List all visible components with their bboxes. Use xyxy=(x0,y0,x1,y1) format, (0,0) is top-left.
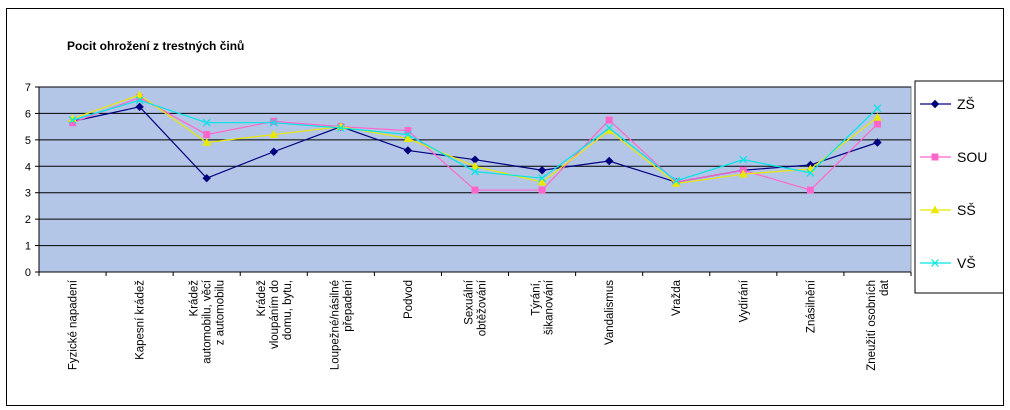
data-point xyxy=(672,176,681,185)
data-point xyxy=(873,104,882,113)
data-point xyxy=(806,168,815,177)
data-point xyxy=(806,186,814,194)
data-point xyxy=(269,118,278,127)
data-point xyxy=(931,153,939,161)
data-point xyxy=(202,173,211,183)
data-point xyxy=(873,120,881,128)
legend-item: SOU xyxy=(920,149,987,165)
data-point xyxy=(739,155,748,164)
series-layer xyxy=(68,90,882,194)
data-point xyxy=(738,169,748,178)
data-point xyxy=(537,177,547,186)
data-point xyxy=(930,99,940,109)
x-tick-label: Znásilnění xyxy=(805,279,817,333)
data-point xyxy=(470,161,480,170)
series-VŠ xyxy=(68,96,882,185)
data-point xyxy=(269,130,279,138)
x-axis: Fyzické napadení Kapesní krádež Krádežauto… xyxy=(38,272,912,371)
x-tick-label: Fyzické napadení xyxy=(68,279,80,370)
data-point xyxy=(404,127,412,135)
legend-label: ZŠ xyxy=(957,96,975,112)
x-tick-label: Vydírání xyxy=(738,279,750,322)
x-tick-label: Krádežautomobilu, věcíz automobilu xyxy=(189,279,227,364)
plot-area xyxy=(38,86,912,273)
data-point xyxy=(202,137,212,146)
data-point xyxy=(203,131,211,139)
legend-box xyxy=(914,80,1003,294)
data-point xyxy=(135,102,144,112)
legend-label: SOU xyxy=(957,149,987,165)
data-point xyxy=(403,146,413,155)
y-tick-label: 7 xyxy=(25,82,31,94)
data-point xyxy=(135,90,144,99)
x-tick-label: Podvod xyxy=(403,280,415,319)
data-point xyxy=(605,124,614,132)
x-tick-label: Vražda xyxy=(671,279,683,316)
y-tick-label: 3 xyxy=(25,188,31,200)
data-point xyxy=(538,186,546,194)
chart-frame: Pocit ohrožení z trestných činů 0 1 2 3 4 5 6 7… xyxy=(6,8,1004,406)
y-tick-label: 2 xyxy=(25,214,31,226)
data-point xyxy=(135,96,144,105)
legend: ZŠ SOU SŠ VŠ xyxy=(914,80,1003,294)
data-point xyxy=(604,156,614,166)
x-tick-label: Sexuálníobtěžování xyxy=(464,279,489,336)
x-tick-label: Týrání,šikanování xyxy=(531,279,556,335)
data-point xyxy=(269,147,278,156)
line-chart: Pocit ohrožení z trestných činů 0 1 2 3 4 5 6 7… xyxy=(25,39,1003,371)
data-point xyxy=(471,186,479,194)
data-point xyxy=(471,167,479,176)
legend-item: SŠ xyxy=(920,202,976,218)
legend-label: VŠ xyxy=(957,255,976,271)
legend-item: VŠ xyxy=(920,255,976,271)
y-tick-label: 0 xyxy=(25,267,31,279)
y-tick-label: 1 xyxy=(25,241,31,253)
legend-label: SŠ xyxy=(957,202,976,218)
data-point xyxy=(68,116,77,124)
y-tick-label: 5 xyxy=(25,135,31,147)
data-point xyxy=(537,166,547,175)
data-point xyxy=(403,134,413,142)
chart-title: Pocit ohrožení z trestných činů xyxy=(67,39,244,53)
legend-item: ZŠ xyxy=(920,96,975,112)
data-point xyxy=(930,205,940,214)
x-tick-label: Vandalismus xyxy=(604,280,616,345)
data-point xyxy=(403,130,412,139)
data-point xyxy=(336,124,345,132)
data-point xyxy=(873,112,882,121)
data-point xyxy=(605,116,613,124)
data-point xyxy=(270,117,278,125)
x-tick-label: Kapesní krádež xyxy=(135,280,147,360)
data-point xyxy=(202,118,211,127)
y-tick-label: 4 xyxy=(25,161,31,173)
data-point xyxy=(931,259,939,267)
y-tick-label: 6 xyxy=(25,108,31,120)
x-tick-label: Zneužití osobníchdat xyxy=(866,279,891,371)
plot-background xyxy=(38,86,912,273)
data-point xyxy=(873,138,882,147)
x-tick-label: Krádežvloupáním dodomu, bytu, xyxy=(256,280,294,349)
x-tick-label: Loupežné/násilnépřepadení xyxy=(329,279,354,370)
data-point xyxy=(806,164,815,173)
data-point xyxy=(538,174,547,183)
y-axis: 0 1 2 3 4 5 6 7 xyxy=(25,82,911,279)
